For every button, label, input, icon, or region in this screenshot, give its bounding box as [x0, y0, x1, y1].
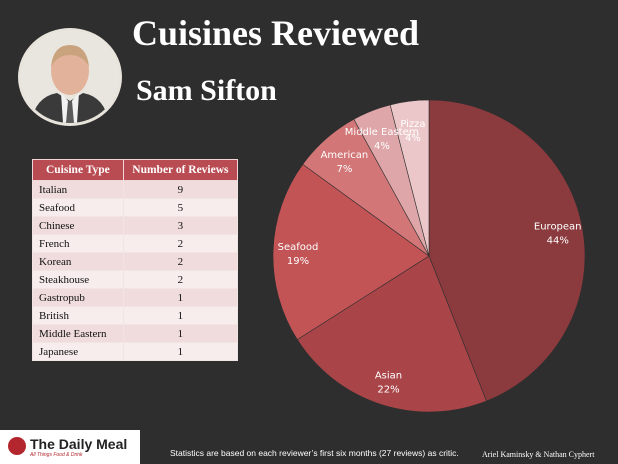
cuisine-cell: Chinese	[32, 216, 124, 235]
pie-label-pizza: Pizza 4%	[400, 119, 425, 144]
slice-label: Middle Eastern	[345, 127, 419, 138]
review-count-cell: 5	[122, 198, 239, 217]
table-row: Middle Eastern 1	[32, 324, 239, 343]
table-row: British 1	[32, 306, 239, 325]
review-count-cell: 2	[122, 234, 239, 253]
pie-slice-european	[428, 99, 586, 402]
cuisine-cell: Italian	[32, 180, 124, 199]
table-row: Steakhouse 2	[32, 270, 239, 289]
slice-percent: 4%	[374, 141, 390, 152]
pie-slice-pizza	[389, 99, 430, 257]
cuisine-cell: Middle Eastern	[32, 324, 124, 343]
table-row: Italian 9	[32, 180, 239, 199]
table-row: French 2	[32, 234, 239, 253]
logo-tagline: All Things Food & Drink	[30, 452, 83, 458]
reviewer-photo	[18, 28, 122, 126]
reviewer-name: Sam Sifton	[136, 74, 277, 107]
cuisine-cell: Gastropub	[32, 288, 124, 307]
table-row: Gastropub 1	[32, 288, 239, 307]
slice-label: European	[534, 221, 582, 232]
review-count-cell: 2	[122, 270, 239, 289]
page-title: Cuisines Reviewed	[132, 13, 419, 53]
slice-label: Asian	[375, 371, 402, 382]
cuisine-cell: Korean	[32, 252, 124, 271]
cuisine-cell: Steakhouse	[32, 270, 124, 289]
column-header-number-of-reviews: Number of Reviews	[122, 159, 239, 181]
slice-label: Seafood	[278, 242, 319, 253]
slice-percent: 44%	[547, 235, 569, 246]
pie-label-seafood: Seafood 19%	[278, 242, 319, 267]
table-row: Seafood 5	[32, 198, 239, 217]
cuisine-cell: Japanese	[32, 342, 124, 361]
statistics-footnote: Statistics are based on each reviewer’s …	[170, 448, 459, 458]
review-count-cell: 1	[122, 306, 239, 325]
slice-label: American	[321, 150, 369, 161]
pie-label-american: American 7%	[321, 150, 369, 175]
review-count-cell: 1	[122, 288, 239, 307]
author-credit: Ariel Kaminsky & Nathan Cyphert	[482, 450, 595, 459]
cuisine-cell: French	[32, 234, 124, 253]
table-row: Chinese 3	[32, 216, 239, 235]
fork-plate-icon	[8, 437, 26, 455]
slice-label: Pizza	[400, 119, 425, 130]
slice-percent: 19%	[287, 256, 309, 267]
pie-slice-asian	[296, 255, 487, 413]
daily-meal-logo: The Daily Meal All Things Food & Drink	[0, 430, 140, 464]
table-row: Japanese 1	[32, 342, 239, 361]
pie-slice-seafood	[272, 163, 430, 341]
cuisine-review-table: Cuisine Type Number of Reviews Italian 9 …	[32, 159, 239, 361]
pie-label-european: European 44%	[534, 221, 582, 246]
table-header-row: Cuisine Type Number of Reviews	[32, 159, 239, 181]
slice-percent: 22%	[377, 385, 399, 396]
pie-label-asian: Asian 22%	[375, 371, 402, 396]
slice-percent: 4%	[405, 133, 421, 144]
review-count-cell: 1	[122, 342, 239, 361]
logo-text: The Daily Meal	[30, 436, 128, 452]
slice-percent: 7%	[336, 164, 352, 175]
